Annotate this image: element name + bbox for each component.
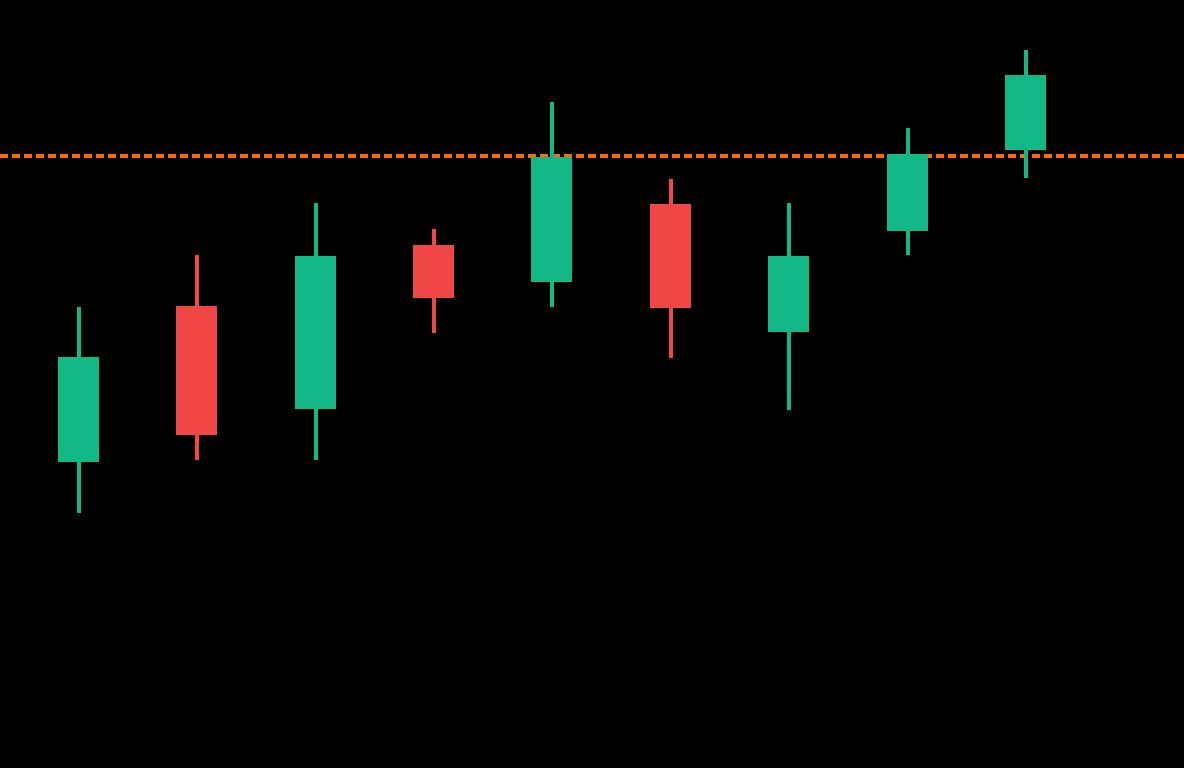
candle-body bbox=[531, 157, 572, 282]
candle-body bbox=[1005, 75, 1046, 150]
candle-body bbox=[768, 256, 809, 332]
candle-body bbox=[295, 256, 336, 409]
candle-body bbox=[887, 154, 928, 231]
candle-body bbox=[413, 245, 454, 298]
candle-body bbox=[176, 306, 217, 435]
candle-body bbox=[58, 357, 99, 462]
reference-line bbox=[0, 154, 1184, 158]
candle-body bbox=[650, 204, 691, 308]
